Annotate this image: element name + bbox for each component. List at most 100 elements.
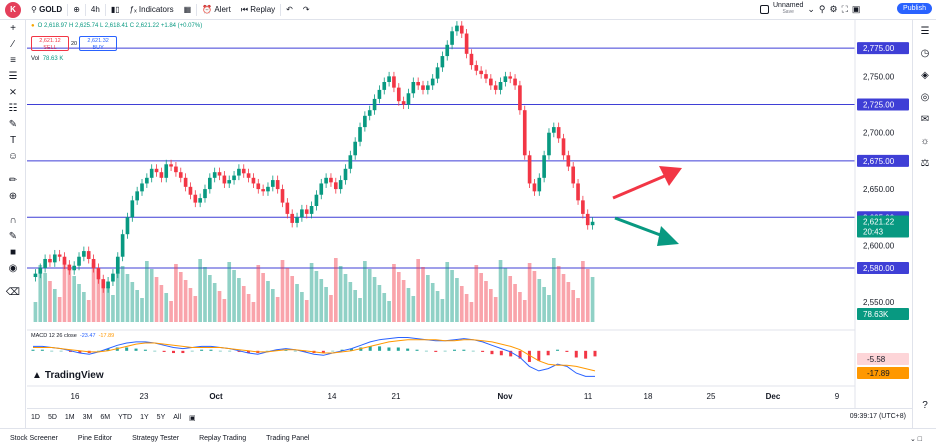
undo-button[interactable]: ↶ (281, 0, 298, 20)
layers-icon[interactable]: ◈ (921, 69, 929, 81)
target-icon[interactable]: ◎ (920, 91, 930, 103)
range-1m[interactable]: 1M (64, 414, 75, 421)
volume-bar (459, 286, 464, 322)
candle (33, 273, 38, 278)
alerts-clock-icon[interactable]: ◷ (920, 47, 930, 59)
zoom-icon[interactable]: ⊕ (8, 190, 18, 202)
range-5d[interactable]: 5D (47, 414, 57, 421)
sell-button[interactable]: 2,621.12 SELL (31, 36, 69, 51)
calendar-icon[interactable]: ▣ (189, 414, 196, 422)
notification-icon[interactable]: ⚖ (920, 157, 930, 169)
ruler-range-icon[interactable]: ☷ (8, 102, 18, 114)
down-arrow-line (614, 216, 664, 238)
redo-button[interactable]: ↷ (298, 0, 315, 20)
range-1d[interactable]: 1D (31, 414, 40, 421)
range-1y[interactable]: 1Y (140, 414, 149, 421)
macd-histogram-bar (331, 350, 335, 352)
volume-bar (382, 293, 387, 322)
watchlist-icon[interactable]: ☰ (920, 25, 930, 37)
range-3m[interactable]: 3M (82, 414, 93, 421)
chart-type-button[interactable]: ▮▯ (106, 0, 125, 20)
trash-icon[interactable]: ⌫ (5, 286, 21, 298)
range-5y[interactable]: 5Y (156, 414, 166, 421)
fullscreen-icon[interactable]: ⛶ (841, 3, 848, 14)
interval-button[interactable]: 4h (90, 5, 100, 14)
macd-histogram-bar (284, 349, 288, 351)
time-tick-label: 25 (707, 392, 716, 401)
volume-bar (285, 268, 290, 322)
candle (396, 87, 401, 102)
clock[interactable]: 09:39:17 (UTC+8) (849, 413, 906, 420)
volume-bar (188, 288, 193, 322)
tab-strategy-tester[interactable]: Strategy Tester (132, 435, 180, 442)
chat-icon[interactable]: ✉ (920, 113, 930, 125)
templates-button[interactable]: ▦ (179, 0, 197, 20)
bottom-panel-bar: Stock Screener Pine Editor Strategy Test… (0, 428, 936, 448)
volume-bar (62, 260, 67, 322)
macd-histogram-bar (59, 350, 63, 352)
volume-bar (57, 297, 62, 322)
brush-icon[interactable]: ✎ (8, 118, 18, 130)
macd-histogram-bar (162, 350, 166, 352)
candle (411, 82, 416, 94)
pattern-icon[interactable]: ⨯ (8, 86, 18, 98)
gear-icon[interactable]: ⚙ (829, 3, 838, 14)
volume-bar (111, 295, 115, 322)
emoji-icon[interactable]: ☺ (7, 150, 19, 162)
layout-name-button[interactable]: Unnamed Save (773, 2, 803, 16)
ideas-icon[interactable]: ☼ (920, 135, 930, 147)
lock-icon[interactable]: ■ (9, 246, 17, 258)
range-ytd[interactable]: YTD (118, 414, 133, 421)
price-chart[interactable]: 2,750.00 2,700.00 2,650.00 2,600.00 2,550.00… (27, 20, 911, 408)
publish-button[interactable]: Publish (897, 3, 932, 14)
volume-bar (290, 276, 295, 322)
level-price-label-2: 2,675.00 (863, 157, 895, 166)
tab-replay-trading[interactable]: Replay Trading (199, 435, 247, 442)
crosshair-icon[interactable]: + (10, 22, 16, 34)
horizontal-lines-icon[interactable]: ≡ (10, 54, 16, 66)
compare-button[interactable]: ⊕ (68, 0, 85, 20)
pitchfork-icon[interactable]: ☰ (8, 70, 18, 82)
range-all[interactable]: All (173, 414, 182, 421)
volume-bar (237, 278, 241, 322)
layout-icon[interactable] (760, 4, 769, 14)
measure-icon[interactable]: ✏ (8, 174, 18, 186)
trendline-icon[interactable]: ∕ (12, 38, 14, 50)
volume-bar (590, 277, 595, 322)
volume-bar (585, 269, 590, 322)
tab-pine-editor[interactable]: Pine Editor (77, 435, 113, 442)
volume-bar (300, 292, 304, 322)
price-axis[interactable]: 2,750.00 2,700.00 2,650.00 2,600.00 2,550.00… (854, 20, 909, 408)
tab-trading-panel[interactable]: Trading Panel (266, 435, 310, 442)
indicators-button[interactable]: ƒₓ Indicators (125, 0, 179, 20)
indicators-label: Indicators (138, 5, 174, 14)
avatar[interactable]: K (5, 1, 21, 18)
magnet-icon[interactable]: ∩ (9, 214, 17, 226)
tab-stock-screener[interactable]: Stock Screener (10, 435, 58, 442)
buy-button[interactable]: 2,621.32 BUY (79, 36, 118, 51)
volume-bar (474, 265, 479, 322)
replay-label: Replay (250, 5, 276, 14)
replay-button[interactable]: ⏮ Replay (236, 0, 280, 20)
candle (348, 155, 353, 169)
macd-histogram-bar (434, 350, 438, 352)
candle (338, 180, 343, 190)
help-icon[interactable]: ? (922, 399, 928, 411)
symbol-search[interactable]: ⚲ GOLD (26, 0, 67, 20)
grid-icon: ▦ (183, 5, 192, 14)
panel-toggle-icons[interactable]: ⌄ □ (909, 435, 922, 443)
candle (363, 115, 367, 128)
range-6m[interactable]: 6M (100, 414, 111, 421)
search-icon[interactable]: ⚲ (818, 3, 826, 14)
lock-pencil-icon[interactable]: ✎ (8, 230, 18, 242)
camera-icon[interactable]: ▣ (851, 3, 861, 14)
text-icon[interactable]: T (9, 134, 17, 146)
chevron-down-icon[interactable]: ⌄ (807, 3, 815, 14)
macd-legend: MACD 12 26 close -23.47 -17.89 (31, 333, 114, 339)
sell-price: 2,621.12 (39, 38, 61, 44)
alert-button[interactable]: ⏰ Alert (197, 0, 236, 20)
candle (217, 172, 222, 176)
time-axis[interactable]: 16 23 Oct 14 21 Nov 11 18 25 Dec 9 (27, 385, 855, 401)
level-price-label-1: 2,725.00 (863, 101, 895, 110)
eye-icon[interactable]: ◉ (8, 262, 18, 274)
